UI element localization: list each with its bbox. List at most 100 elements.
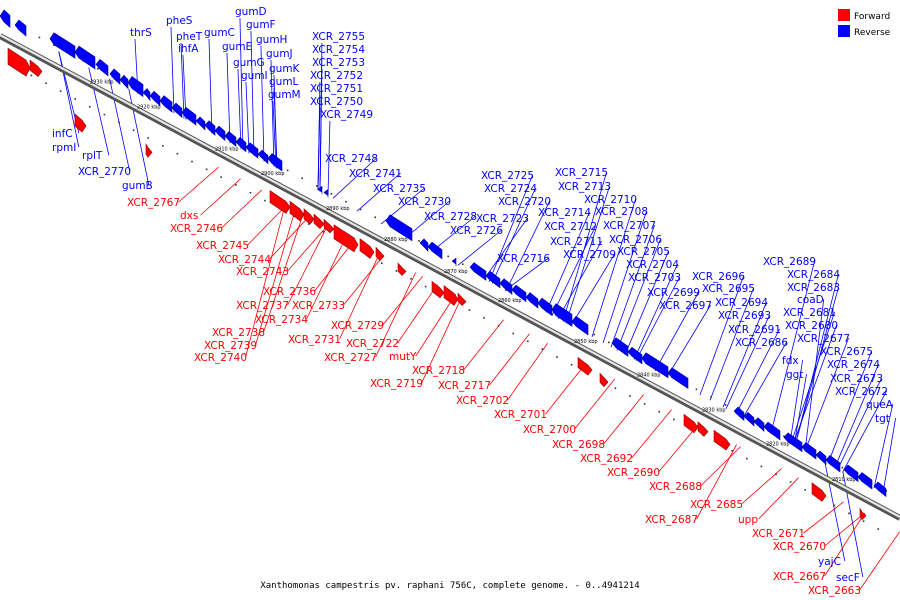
gene-label-quea: queA — [866, 399, 894, 411]
axis-tick-2880-kbp: 2880 kbp — [384, 237, 408, 243]
leader-line — [700, 446, 741, 487]
reverse-gene-arrow — [525, 292, 539, 309]
gene-label-xcr-2730: XCR_2730 — [398, 196, 451, 208]
leader-line — [624, 250, 669, 355]
map-caption: Xanthomonas campestris pv. raphani 756C,… — [260, 581, 639, 591]
leader-line — [319, 68, 323, 192]
gene-label-xcr-2681: XCR_2681 — [783, 307, 836, 319]
scale-dot — [527, 340, 529, 343]
leader-line — [770, 260, 815, 434]
gene-label-xcr-2735: XCR_2735 — [373, 183, 426, 195]
gene-arrows — [0, 9, 887, 521]
leader-line — [610, 224, 655, 348]
reverse-gene-arrow — [127, 76, 144, 98]
leader-line — [488, 174, 533, 283]
scale-dot — [418, 239, 420, 242]
gene-label-phes: pheS — [166, 15, 193, 27]
gene-label-dxs: dxs — [180, 210, 198, 222]
leader-line — [200, 178, 241, 216]
leader-line — [239, 17, 244, 151]
gene-label-gumj: gumJ — [266, 48, 293, 60]
leader-line — [245, 81, 250, 154]
reverse-gene-arrow — [815, 450, 827, 466]
forward-gene-arrow — [443, 285, 459, 306]
axis-tick-2890-kbp: 2890 kbp — [326, 206, 350, 212]
axis-tick-2900-kbp: 2900 kbp — [261, 171, 285, 177]
gene-label-xcr-2683: XCR_2683 — [787, 282, 840, 294]
scale-dot — [570, 363, 573, 366]
gene-label-upp: upp — [738, 514, 758, 526]
scale-dot — [643, 403, 646, 405]
forward-gene-arrow — [7, 47, 31, 77]
gene-label-xcr-2672: XCR_2672 — [835, 386, 888, 398]
scale-dot — [235, 184, 237, 186]
leader-line — [457, 229, 502, 266]
leader-line — [882, 417, 896, 493]
gene-label-xcr-2733: XCR_2733 — [292, 300, 345, 312]
gene-label-xcr-2704: XCR_2704 — [626, 259, 679, 271]
reverse-gene-arrow — [733, 406, 745, 422]
leader-line — [109, 78, 130, 172]
reverse-gene-arrow — [119, 74, 129, 90]
gene-label-ggt: ggt — [786, 369, 803, 381]
scale-dot — [89, 105, 91, 108]
gene-label-xcr-2740: XCR_2740 — [194, 352, 247, 364]
leader-line — [415, 293, 457, 357]
leader-line — [557, 240, 602, 320]
leader-line — [208, 38, 213, 134]
gene-label-xcr-2693: XCR_2693 — [718, 310, 771, 322]
leader-line — [327, 120, 331, 196]
leader-line — [507, 343, 548, 401]
leader-line — [565, 185, 610, 324]
scale-dot — [286, 169, 289, 172]
scale-dot — [614, 387, 617, 390]
scale-dot — [162, 145, 164, 147]
gene-label-xcr-2754: XCR_2754 — [312, 44, 365, 56]
reverse-gene-arrow — [181, 107, 197, 126]
gene-label-xcr-2706: XCR_2706 — [609, 234, 662, 246]
gene-label-xcr-2701: XCR_2701 — [494, 409, 547, 421]
leader-line — [505, 200, 550, 292]
scale-dot — [877, 528, 879, 530]
reverse-gene-arrow — [257, 149, 269, 165]
reverse-gene-arrow — [267, 153, 283, 172]
reverse-gene-arrow — [195, 116, 206, 131]
reverse-gene-arrow — [224, 131, 237, 148]
reverse-gene-arrow — [427, 241, 443, 260]
forward-gene-arrow — [333, 224, 359, 253]
gene-label-gumk: gumK — [269, 63, 301, 75]
legend-reverse-swatch — [838, 25, 850, 37]
leader-line — [431, 215, 476, 252]
reverse-gene-arrow — [611, 337, 629, 357]
scale-dot — [147, 137, 149, 139]
gene-label-xcr-2745: XCR_2745 — [196, 240, 249, 252]
leader-line — [834, 363, 879, 468]
leader-line — [405, 200, 450, 238]
gene-label-yajc: yajC — [818, 556, 841, 568]
gene-label-xcr-2755: XCR_2755 — [312, 31, 365, 43]
leader-line — [824, 512, 865, 547]
scale-dot — [731, 449, 733, 452]
gene-label-rpmi: rpmI — [52, 142, 76, 154]
leader-line — [270, 59, 275, 167]
scale-dot — [783, 435, 785, 438]
gene-label-xcr-2707: XCR_2707 — [603, 220, 656, 232]
axis-tick-2870-kbp: 2870 kbp — [444, 269, 468, 275]
scale-dot — [468, 309, 471, 311]
leader-line — [247, 203, 288, 246]
scale-dot — [53, 44, 55, 47]
scale-dot — [395, 270, 398, 272]
gene-label-xcr-2695: XCR_2695 — [702, 283, 755, 295]
leader-line — [758, 477, 799, 520]
leader-line — [463, 319, 504, 371]
leader-line — [255, 208, 296, 346]
forward-gene-arrow — [431, 280, 445, 299]
gene-label-xcr-2738: XCR_2738 — [212, 327, 265, 339]
scale-dot — [381, 262, 383, 264]
leader-line — [804, 298, 825, 452]
scale-dot — [833, 504, 836, 507]
forward-gene-arrow — [313, 213, 325, 229]
forward-gene-arrow — [577, 356, 593, 376]
scale-dot — [512, 332, 514, 335]
